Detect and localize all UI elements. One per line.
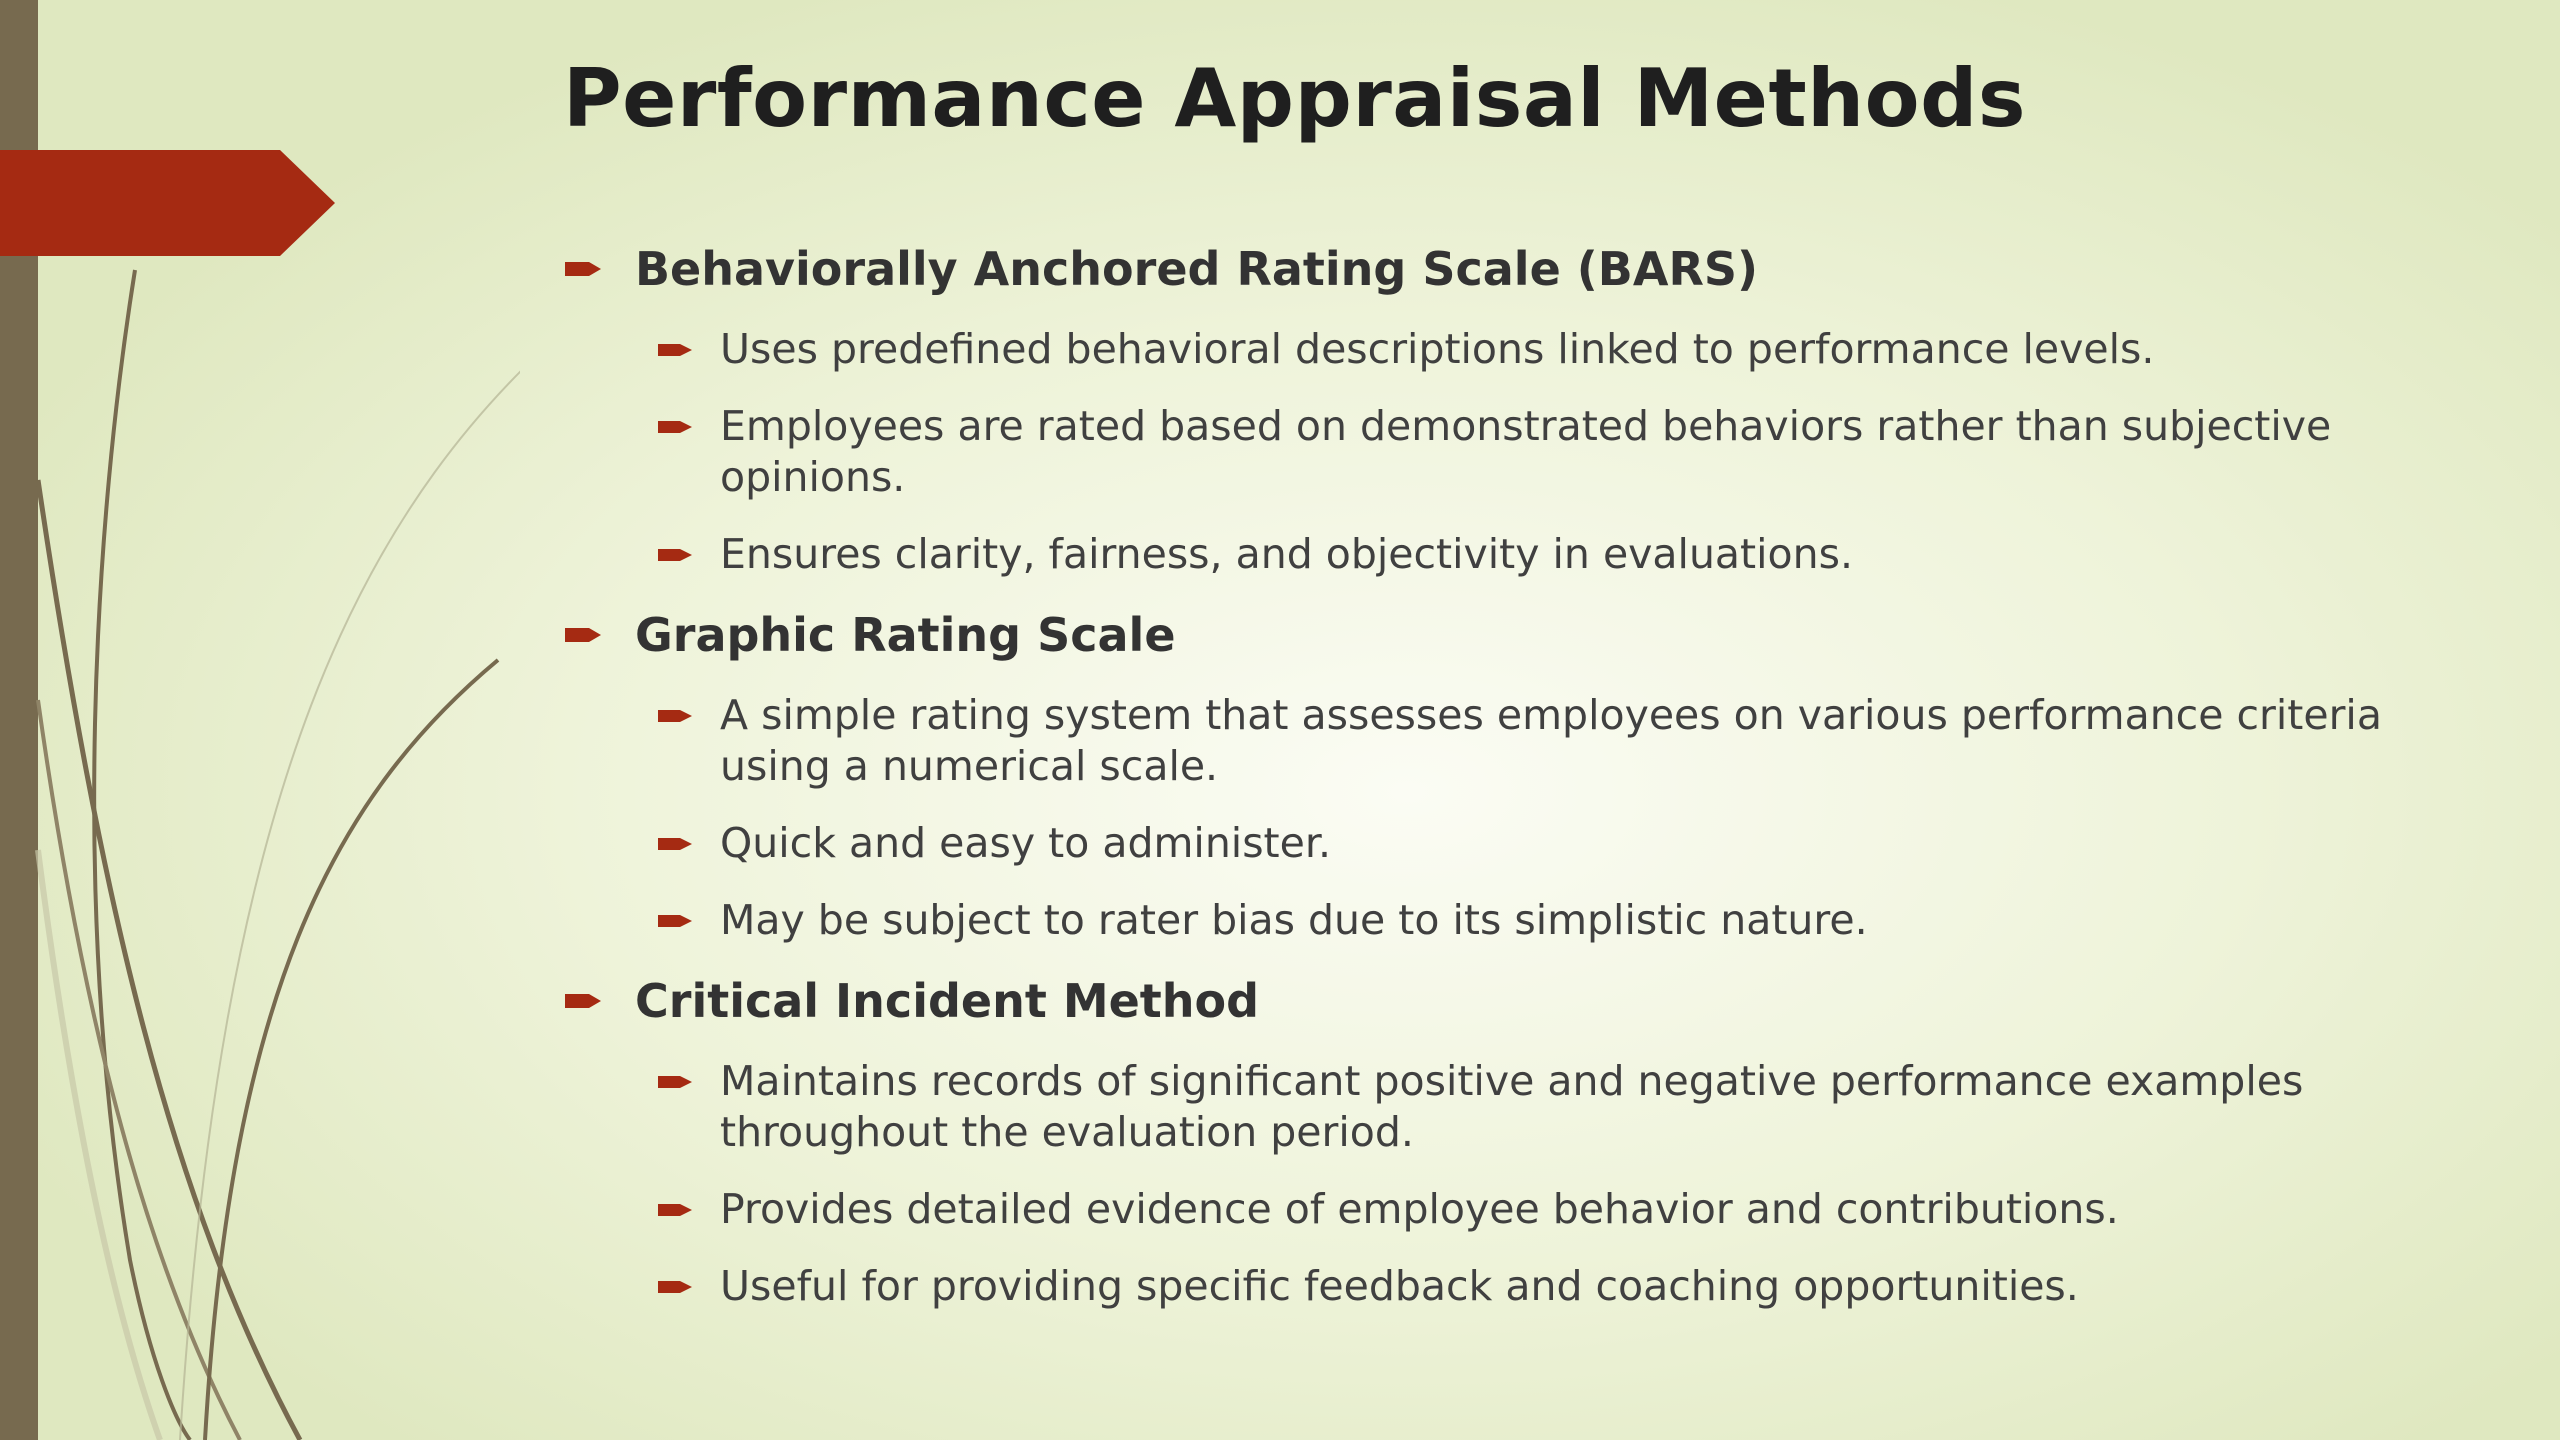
arrow-bullet-icon — [565, 240, 601, 298]
bullet-point: Uses predefined behavioral descriptions … — [563, 324, 2463, 375]
arrow-bullet-icon — [658, 324, 692, 375]
bullet-point-text: Quick and easy to administer. — [720, 819, 1331, 867]
arrow-bullet-icon — [658, 895, 692, 946]
arrow-bullet-icon — [658, 401, 692, 452]
bullet-point-text: Useful for providing specific feedback a… — [720, 1262, 2079, 1310]
decorative-swoosh-lines — [35, 269, 520, 1440]
bullet-point-text: Maintains records of significant positiv… — [720, 1057, 2304, 1156]
bullet-point: May be subject to rater bias due to its … — [563, 895, 2463, 946]
bullet-point: Provides detailed evidence of employee b… — [563, 1184, 2463, 1235]
bullet-point-text: Employees are rated based on demonstrate… — [720, 402, 2332, 501]
bullet-point-text: Ensures clarity, fairness, and objectivi… — [720, 530, 1853, 578]
bullet-point-text: Uses predefined behavioral descriptions … — [720, 325, 2155, 373]
bullet-point: Useful for providing specific feedback a… — [563, 1261, 2463, 1312]
bullet-point-text: May be subject to rater bias due to its … — [720, 896, 1868, 944]
bullet-point: Employees are rated based on demonstrate… — [563, 401, 2463, 503]
bullet-point-text: Provides detailed evidence of employee b… — [720, 1185, 2119, 1233]
arrow-bullet-icon — [565, 972, 601, 1030]
bullet-point: Ensures clarity, fairness, and objectivi… — [563, 529, 2463, 580]
section-heading: Critical Incident Method — [563, 972, 2463, 1030]
arrow-bullet-icon — [658, 529, 692, 580]
arrow-bullet-icon — [658, 1056, 692, 1107]
bullet-list: Behaviorally Anchored Rating Scale (BARS… — [563, 240, 2463, 1338]
arrow-bullet-icon — [658, 1184, 692, 1235]
arrow-bullet-icon — [658, 690, 692, 741]
section-heading-text: Critical Incident Method — [635, 974, 1260, 1028]
bullet-point-text: A simple rating system that assesses emp… — [720, 691, 2382, 790]
slide-title: Performance Appraisal Methods — [563, 52, 2026, 145]
bullet-point: A simple rating system that assesses emp… — [563, 690, 2463, 792]
arrow-bullet-icon — [658, 818, 692, 869]
arrow-bullet-icon — [658, 1261, 692, 1312]
section-heading-text: Graphic Rating Scale — [635, 608, 1176, 662]
section-heading: Behaviorally Anchored Rating Scale (BARS… — [563, 240, 2463, 298]
section-heading: Graphic Rating Scale — [563, 606, 2463, 664]
bullet-point: Maintains records of significant positiv… — [563, 1056, 2463, 1158]
red-arrow-banner — [0, 150, 335, 256]
section-heading-text: Behaviorally Anchored Rating Scale (BARS… — [635, 242, 1759, 296]
arrow-bullet-icon — [565, 606, 601, 664]
bullet-point: Quick and easy to administer. — [563, 818, 2463, 869]
